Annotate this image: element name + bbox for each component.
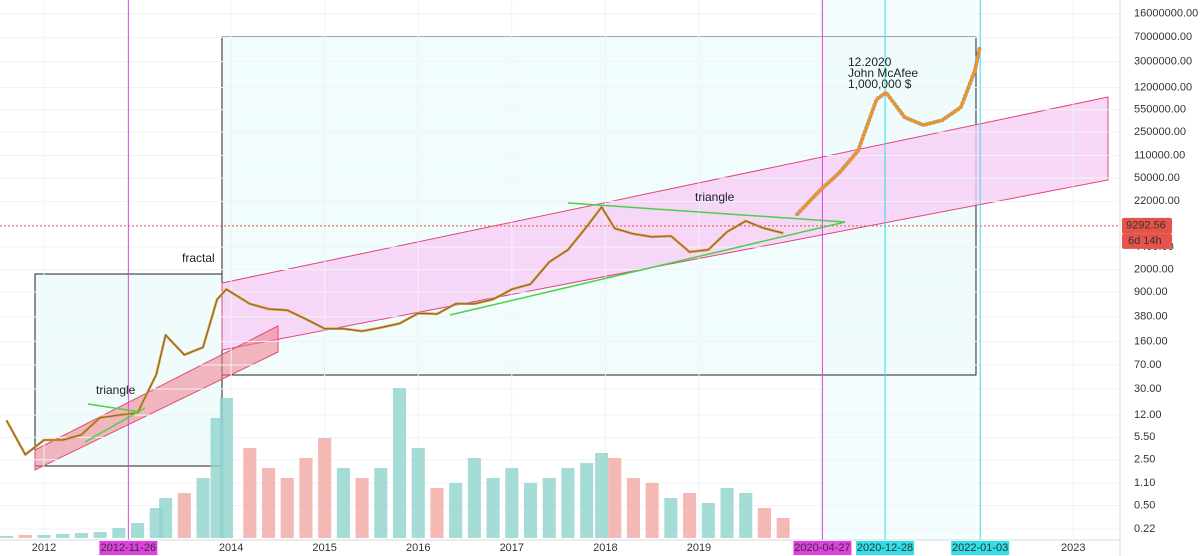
marker-label: 2022-01-03: [952, 542, 1008, 554]
y-tick-label: 1200000.00: [1134, 81, 1192, 93]
volume-bar: [74, 533, 88, 538]
x-tick-label: 2018: [593, 542, 617, 554]
price-tag: [1122, 217, 1172, 234]
volume-bar: [318, 438, 332, 538]
y-tick-label: 3000000.00: [1134, 55, 1192, 67]
y-tick-label: 2.50: [1134, 454, 1155, 466]
volume-bar: [561, 468, 575, 538]
volume-bar: [37, 535, 51, 538]
x-tick-label: 2019: [687, 542, 711, 554]
marker-box: [951, 541, 1010, 555]
volume-bar: [542, 478, 556, 538]
volume-bar: [580, 463, 594, 538]
countdown-tag: [1122, 233, 1172, 249]
volume-bar: [430, 488, 444, 538]
y-tick-label: 70.00: [1134, 359, 1162, 371]
x-tick-label: 2012: [32, 542, 56, 554]
x-tick-label: 2014: [219, 542, 243, 554]
y-tick-label: 22000.00: [1134, 195, 1180, 207]
y-tick-label: 0.22: [1134, 523, 1155, 535]
volume-bar: [0, 536, 14, 538]
countdown-label: 6d 14h: [1128, 235, 1162, 247]
volume-bar: [701, 503, 715, 538]
volume-bar: [392, 388, 407, 538]
volume-bar: [411, 448, 425, 538]
volume-bar: [56, 534, 70, 538]
annotation: John McAfee: [848, 66, 918, 80]
volume-bar: [243, 448, 257, 538]
volume-bar: [280, 478, 294, 538]
volume-bar: [757, 508, 771, 538]
y-tick-label: 50000.00: [1134, 172, 1180, 184]
annotation: 1,000,000 $: [848, 77, 912, 91]
y-tick-label: 12.00: [1134, 409, 1162, 421]
y-tick-label: 0.50: [1134, 499, 1155, 511]
y-tick-label: 160.00: [1134, 335, 1168, 347]
volume-bar: [486, 478, 500, 538]
volume-bar: [112, 528, 126, 538]
marker-label: 2012-11-26: [101, 542, 156, 554]
triangle-line: [449, 221, 846, 316]
volume-bar: [664, 498, 678, 538]
y-tick-label: 16000000.00: [1134, 8, 1198, 20]
volume-bar: [608, 458, 622, 538]
volume-bar: [645, 483, 659, 538]
y-tick-label: 380.00: [1134, 311, 1168, 323]
y-tick-label: 30.00: [1134, 383, 1162, 395]
projection-line: [796, 47, 981, 216]
x-tick-label: 2016: [406, 542, 430, 554]
triangle-line: [87, 403, 141, 413]
triangle-line: [84, 407, 146, 443]
volume-bar: [505, 468, 519, 538]
volume-bar: [683, 493, 697, 538]
y-tick-label: 2000.00: [1134, 263, 1174, 275]
volume-bar: [626, 478, 640, 538]
x-tick-label: 2017: [500, 542, 524, 554]
x-tick-label: 2023: [1061, 542, 1085, 554]
triangle-line: [567, 202, 846, 223]
price-tag-label: 9292.56: [1126, 220, 1166, 232]
annotation: triangle: [96, 383, 136, 397]
volume-bar: [739, 493, 753, 538]
marker-box: [856, 541, 915, 555]
volume-bar: [18, 535, 32, 538]
marker-box: [99, 541, 158, 555]
volume-bar: [374, 468, 388, 538]
volume-bar: [355, 478, 369, 538]
volume-bar: [299, 458, 313, 538]
volume-bar: [219, 398, 233, 538]
volume-bar: [720, 488, 734, 538]
annotation: triangle: [695, 190, 735, 204]
early-channel: [34, 325, 279, 471]
marker-label: 2020-12-28: [857, 542, 913, 554]
marker-label: 2020-04-27: [794, 542, 850, 554]
volume-bar: [93, 532, 107, 538]
y-tick-label: 7000000.00: [1134, 31, 1192, 43]
y-tick-label: 110000.00: [1134, 149, 1185, 161]
y-tick-label: 900.00: [1134, 286, 1168, 298]
volume-bar: [595, 453, 609, 538]
volume-bar: [523, 483, 538, 538]
y-tick-label: 1.10: [1134, 477, 1155, 489]
volume-bar: [336, 468, 350, 538]
y-tick-label: 250000.00: [1134, 126, 1186, 138]
y-tick-label: 5.50: [1134, 431, 1155, 443]
volume-bar: [159, 498, 173, 538]
volume-bar: [776, 518, 790, 538]
volume-bar: [130, 523, 145, 538]
volume-bar: [449, 483, 463, 538]
volume-bar: [196, 478, 210, 538]
annotation: fractal: [182, 251, 215, 265]
annotation: 12.2020: [848, 55, 892, 69]
volume-bar: [177, 493, 191, 538]
marker-box: [793, 541, 852, 555]
y-tick-label: 550000.00: [1134, 104, 1186, 116]
x-tick-label: 2015: [312, 542, 336, 554]
price-channel: [221, 96, 1109, 351]
price-trace: [6, 206, 784, 456]
volume-bar: [467, 458, 481, 538]
volume-bar: [261, 468, 276, 538]
